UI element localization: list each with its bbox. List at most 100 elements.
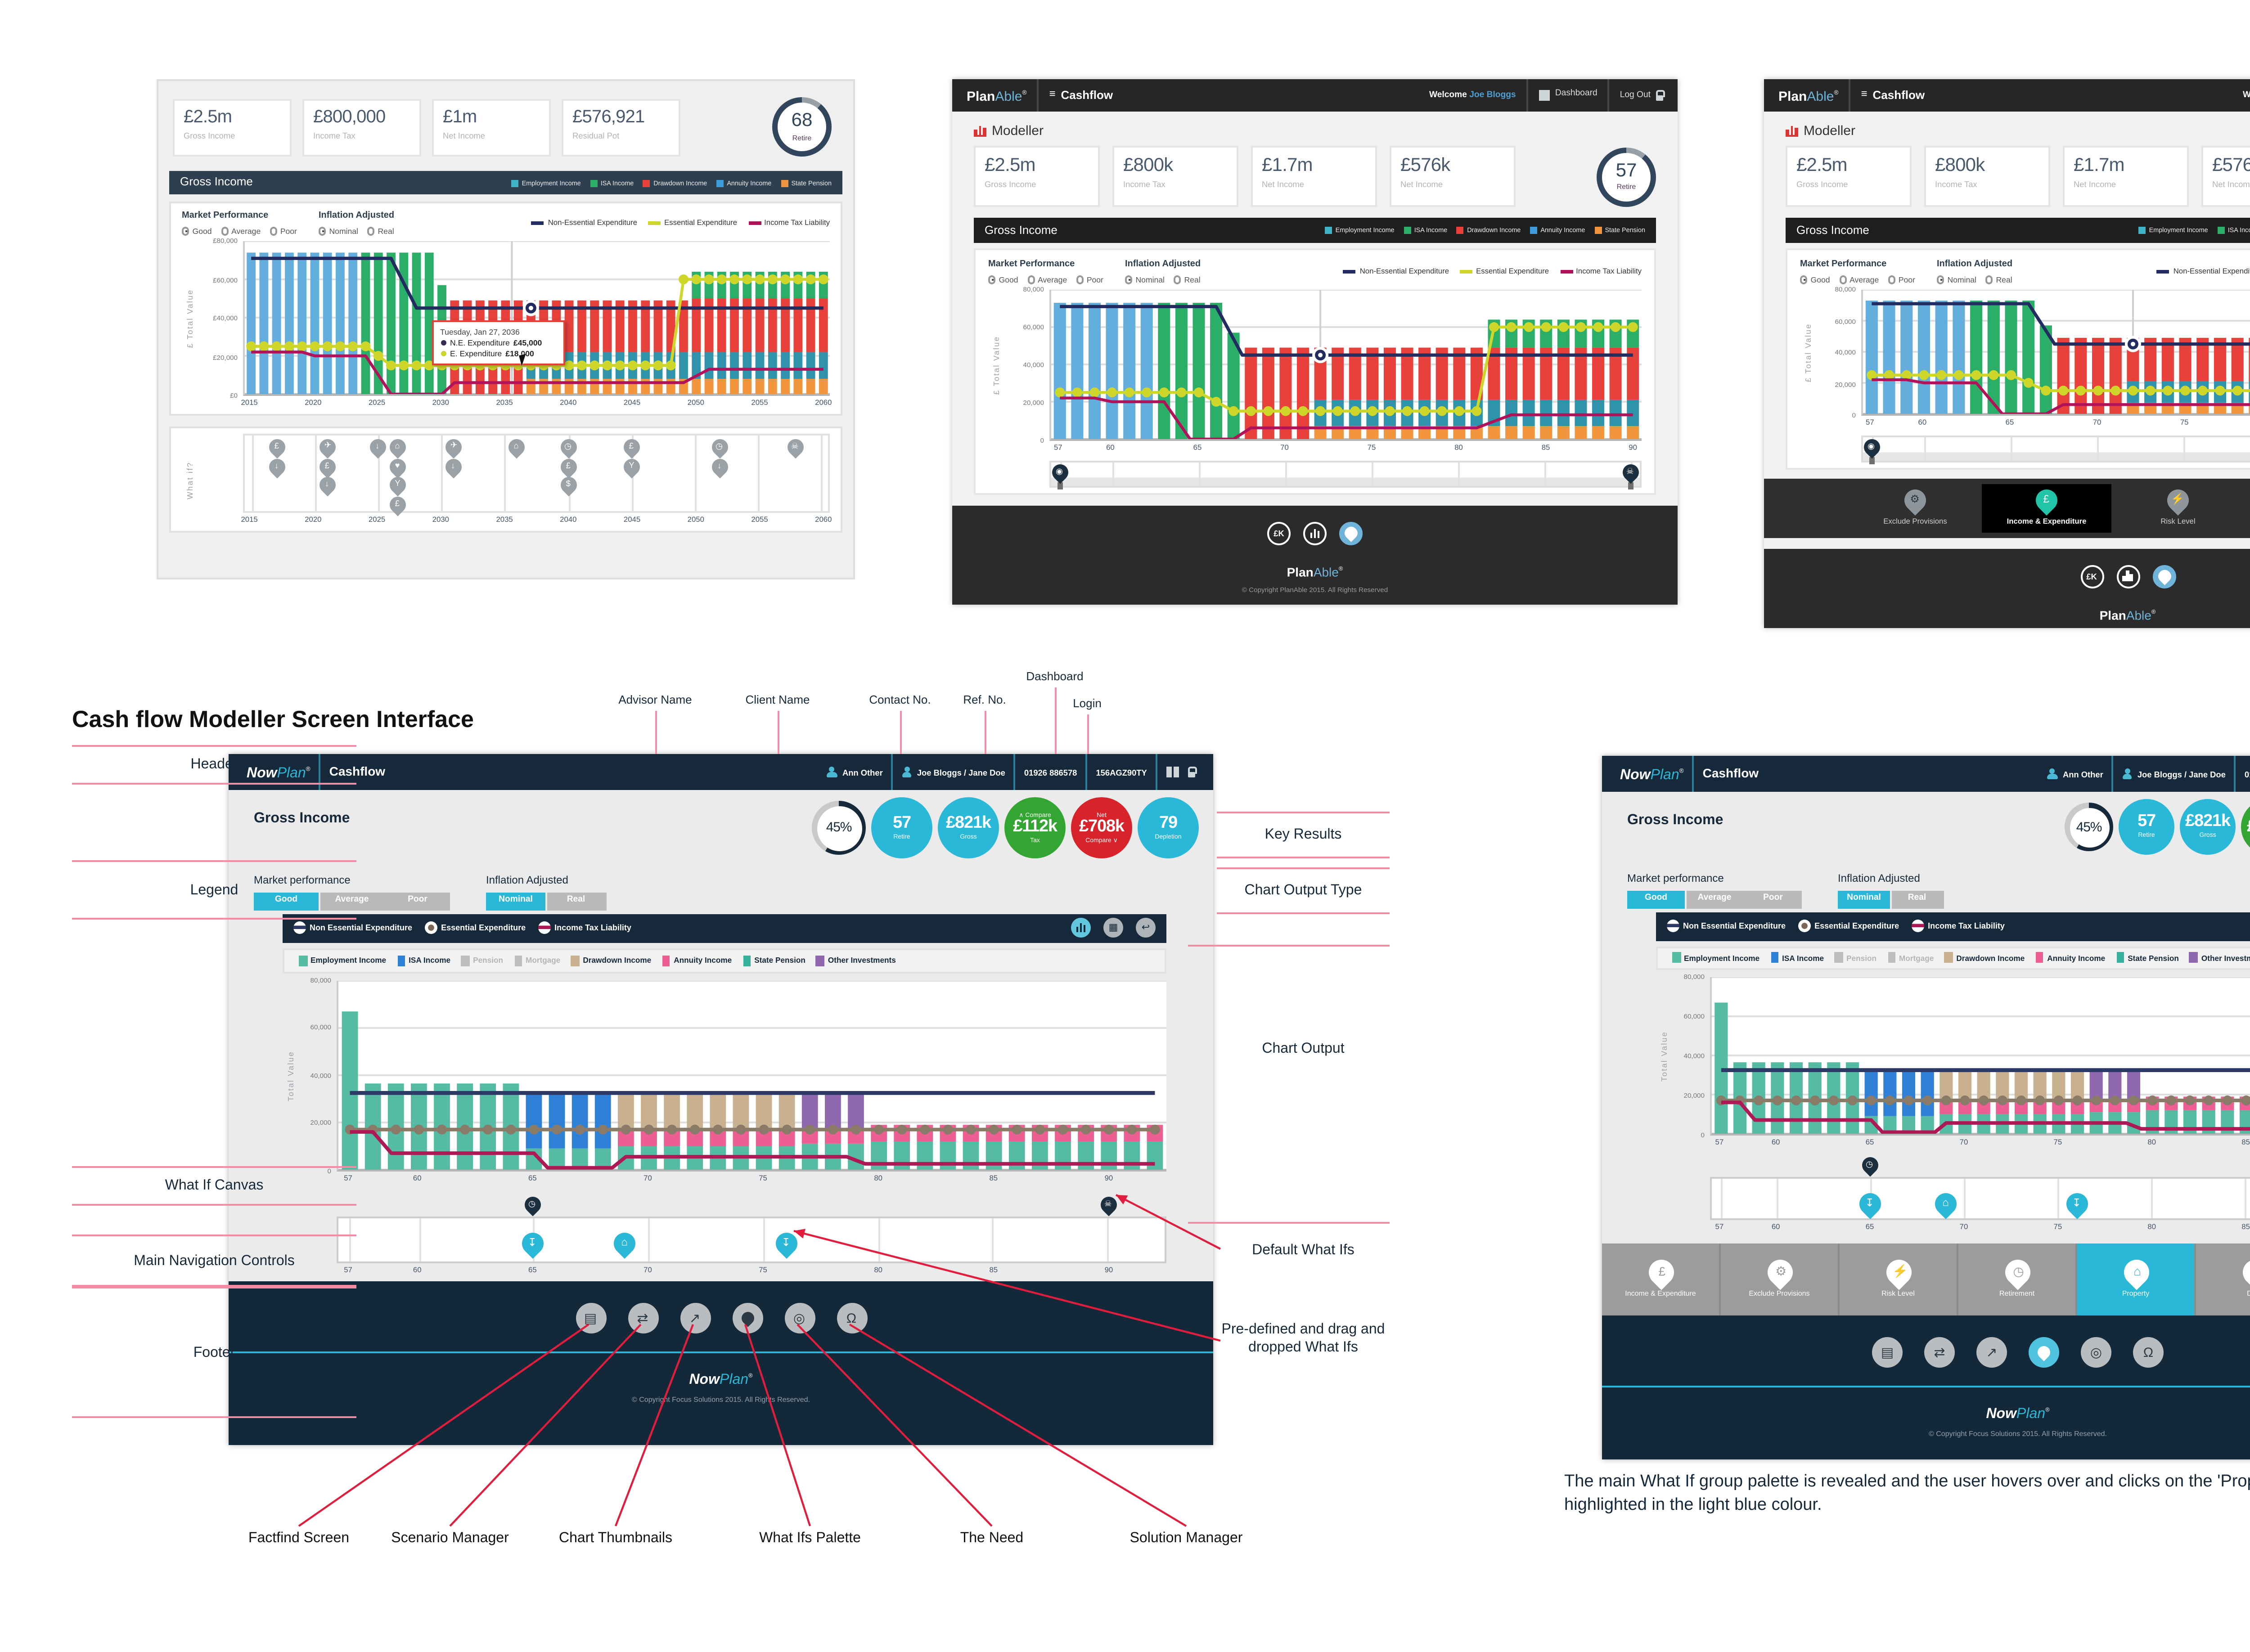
whatif-pin-group[interactable]: ◷ £ $ [556,435,580,497]
whatif-canvas[interactable]: ↧ ⌂ ↧ [337,1216,1166,1262]
market-poor[interactable]: Poor [385,892,450,910]
series-annuity-income[interactable]: Annuity Income [662,955,732,965]
palette-exclude-provisions[interactable]: ⚙ Exclude Provisions [1721,1243,1840,1315]
inflation-option-nominal[interactable]: Nominal [318,227,358,236]
chart-type-icon[interactable] [1071,918,1091,938]
chart-thumbnails-icon[interactable]: ↗ [1976,1336,2007,1367]
whatif-pin[interactable]: £ [620,435,643,459]
market-average[interactable]: Average [1686,890,1743,908]
series-pension[interactable]: Pension [1835,952,1876,963]
cashflow-chart[interactable] [337,980,1166,1171]
dashboard-button[interactable]: Dashboard [1538,90,1598,100]
whatif-pin-group[interactable]: £ ↓ [265,435,288,478]
slider-pin[interactable]: ☠ [1620,461,1643,489]
whatif-pin-69[interactable]: ⌂ [610,1221,641,1258]
legend-toggle-essential-expenditure[interactable]: Essential Expenditure [1798,920,1899,932]
whatif-pin[interactable]: Y [385,473,409,497]
whatif-pin[interactable]: ◷ [709,435,732,459]
inflation-nominal[interactable]: Nominal [486,892,545,910]
legend-toggle-income-tax-liability[interactable]: Income Tax Liability [538,921,631,934]
whatif-pin-group[interactable]: £ Y [620,435,643,478]
client-name[interactable]: Joe Bloggs / Jane Doe [2122,768,2226,780]
whatif-pin-group[interactable]: ✈ £ ↓ [315,435,339,497]
scenario-manager-icon[interactable]: ⇄ [1924,1336,1955,1367]
legend-toggle-income-tax-liability[interactable]: Income Tax Liability [1912,920,2005,932]
cashflow-chart[interactable] [1049,290,1642,441]
whatif-pin[interactable]: ◷ [556,435,580,459]
series-drawdown-income[interactable]: Drawdown Income [1944,952,2025,963]
the-need-icon[interactable]: ◎ [2081,1336,2111,1367]
scenario-manager-icon[interactable]: ⇄ [627,1302,658,1333]
solution-manager-icon[interactable]: Ω [836,1302,867,1333]
whatif-canvas[interactable]: £ ↓ ✈ £ ↓ ↓ ⌂ ♥ Y £ ✈ ↓ ⌂ ◷ £ $ £ Y ◷ ↓ ☠ [243,434,830,516]
the-need-icon[interactable]: ◎ [784,1302,814,1333]
cashflow-chart[interactable] [1861,290,2250,416]
timeline-pin-90[interactable]: ☠ [1097,1183,1120,1217]
series-state-pension[interactable]: State Pension [742,955,806,965]
whatif-pin-65[interactable]: ↧ [1855,1181,1886,1218]
palette-exclude-provisions[interactable]: ⚙ Exclude Provisions [1850,484,1980,532]
advisor-name[interactable]: Ann Other [2048,768,2103,780]
whatifs-palette-icon[interactable] [732,1302,762,1333]
logout-button[interactable]: Log Out [1620,90,1664,101]
whatif-pin-group[interactable]: ⌂ ♥ Y £ [385,435,409,516]
market-option-good[interactable]: Good [988,275,1018,284]
whatif-canvas[interactable]: ↧ ⌂ ↧ [1710,1176,2250,1219]
market-option-poor[interactable]: Poor [1888,275,1915,284]
inflation-option-real[interactable]: Real [1985,275,2012,284]
timeline-pin-65[interactable]: ◷ [521,1183,544,1217]
timeline-pin-65[interactable]: ◷ [1858,1144,1881,1177]
whatif-pin[interactable]: ⌂ [506,435,529,459]
grid-view-icon[interactable]: ▦ [1103,918,1123,938]
market-option-good[interactable]: Good [182,227,212,236]
market-good[interactable]: Good [254,892,319,910]
market-poor[interactable]: Poor [1744,890,1802,908]
nav-cashflow[interactable]: Cashflow [1702,768,1759,780]
timeline-slider[interactable]: ◉☠ [1860,435,2250,464]
whatif-pin[interactable]: ✈ [442,435,466,459]
series-pension[interactable]: Pension [461,955,503,965]
money-icon[interactable]: £K [1267,522,1291,545]
whatif-pin[interactable]: ☠ [785,435,808,459]
market-average[interactable]: Average [320,892,384,910]
whatif-pin[interactable]: ⌂ [385,435,409,459]
series-annuity-income[interactable]: Annuity Income [2035,952,2105,963]
series-state-pension[interactable]: State Pension [2116,952,2179,963]
money-icon[interactable]: £K [2080,564,2103,588]
whatifs-palette-icon[interactable] [2029,1336,2059,1367]
series-isa-income[interactable]: ISA Income [1770,952,1824,963]
timeline-slider[interactable]: ◉☠ [1048,461,1643,489]
inflation-option-nominal[interactable]: Nominal [1936,275,1976,284]
whatif-pin-group[interactable]: ⌂ [506,435,529,459]
factfind-icon[interactable]: ▤ [575,1302,606,1333]
legend-toggle-non-essential-expenditure[interactable]: Non Essential Expenditure [1667,920,1786,932]
series-employment-income[interactable]: Employment Income [299,955,386,965]
market-option-average[interactable]: Average [220,227,261,236]
whatif-pin-76[interactable]: ↧ [770,1221,801,1258]
market-option-average[interactable]: Average [1027,275,1067,284]
palette-risk-level[interactable]: ⚡ Risk Level [2113,484,2243,532]
inflation-option-real[interactable]: Real [367,227,394,236]
market-option-poor[interactable]: Poor [270,227,297,236]
whatif-pin-76[interactable]: ↧ [2061,1181,2092,1218]
whatif-pin[interactable]: ↓ [315,473,339,497]
solution-manager-icon[interactable]: Ω [2133,1336,2164,1367]
chart-icon[interactable] [2116,564,2139,588]
series-other-investments[interactable]: Other Investments [816,955,896,965]
nav-cashflow[interactable]: ≡ Cashflow [1049,89,1113,102]
whatif-pin-group[interactable]: ◷ ↓ [709,435,732,478]
series-other-investments[interactable]: Other Investments [2189,952,2250,963]
whatif-pin[interactable]: £ [265,435,288,459]
series-employment-income[interactable]: Employment Income [1672,952,1760,963]
client-name[interactable]: Joe Bloggs / Jane Doe [902,766,1005,778]
whatif-pin-69[interactable]: ⌂ [1930,1181,1961,1218]
series-isa-income[interactable]: ISA Income [397,955,450,965]
factfind-icon[interactable]: ▤ [1872,1336,1903,1367]
palette-risk-level[interactable]: ⚡ Risk Level [1840,1243,1958,1315]
whatif-pin-65[interactable]: ↧ [518,1221,549,1258]
whatif-pin[interactable]: $ [556,473,580,497]
palette-property[interactable]: ⌂ Property [2077,1243,2196,1315]
inflation-nominal[interactable]: Nominal [1838,890,1890,908]
series-drawdown-income[interactable]: Drawdown Income [571,955,651,965]
chart-icon[interactable] [1303,522,1327,545]
